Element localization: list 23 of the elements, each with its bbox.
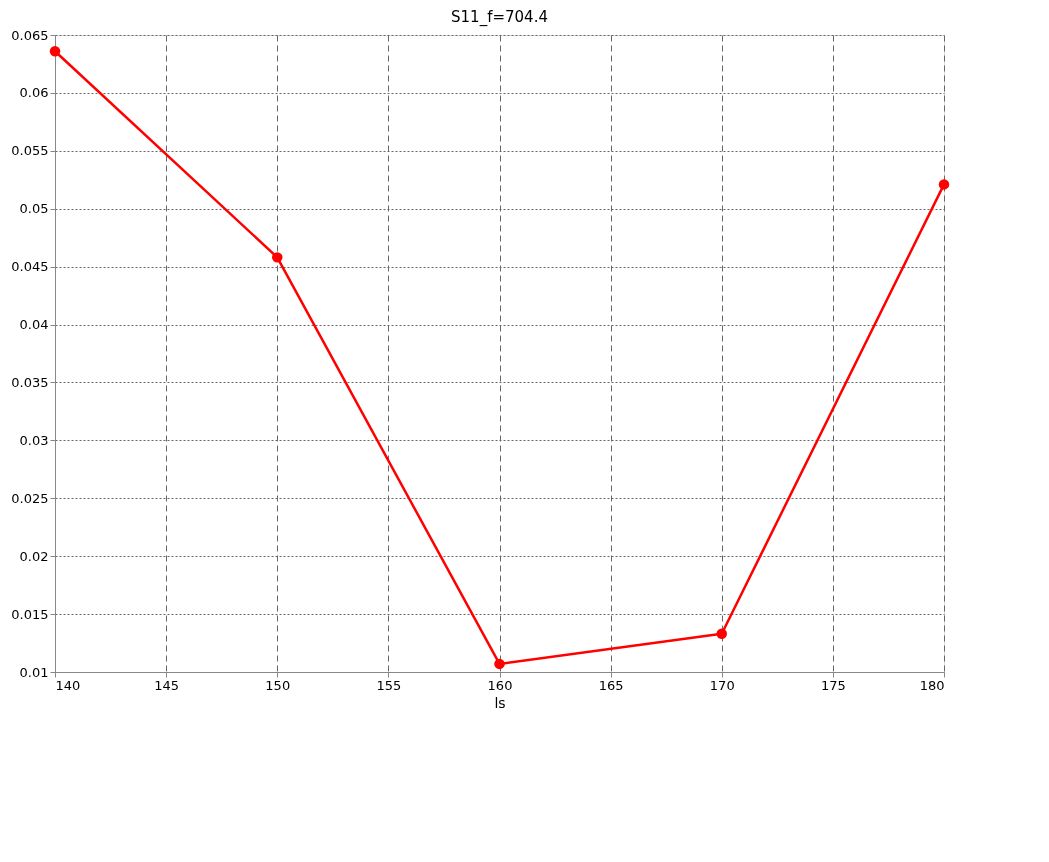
x-tick-label: 165 [598, 677, 624, 693]
y-tick-label: 0.05 [19, 201, 49, 217]
chart-title: S11_f=704.4 [451, 8, 548, 27]
y-tick-label: 0.035 [11, 374, 49, 390]
y-tick-label: 0.055 [11, 143, 49, 159]
x-tick-label: 145 [154, 677, 180, 693]
y-tick-label: 0.01 [19, 664, 49, 680]
x-tick-label: 175 [820, 677, 846, 693]
y-tick-label: 0.045 [11, 259, 49, 275]
y-tick-label: 0.03 [19, 432, 49, 448]
y-tick-label: 0.025 [11, 490, 49, 506]
x-tick-label: 155 [376, 677, 402, 693]
y-tick-label: 0.065 [11, 27, 49, 43]
y-tick-label: 0.015 [11, 606, 49, 622]
x-tick-label: 140 [55, 677, 81, 693]
x-tick-label: 180 [919, 677, 945, 693]
y-tick-label: 0.04 [19, 317, 49, 333]
x-tick-label: 160 [487, 677, 513, 693]
x-tick-label: 150 [265, 677, 291, 693]
y-tick-label: 0.06 [19, 85, 49, 101]
x-tick-label: 170 [709, 677, 735, 693]
y-tick-label: 0.02 [19, 548, 49, 564]
x-axis-title: ls [494, 694, 506, 711]
